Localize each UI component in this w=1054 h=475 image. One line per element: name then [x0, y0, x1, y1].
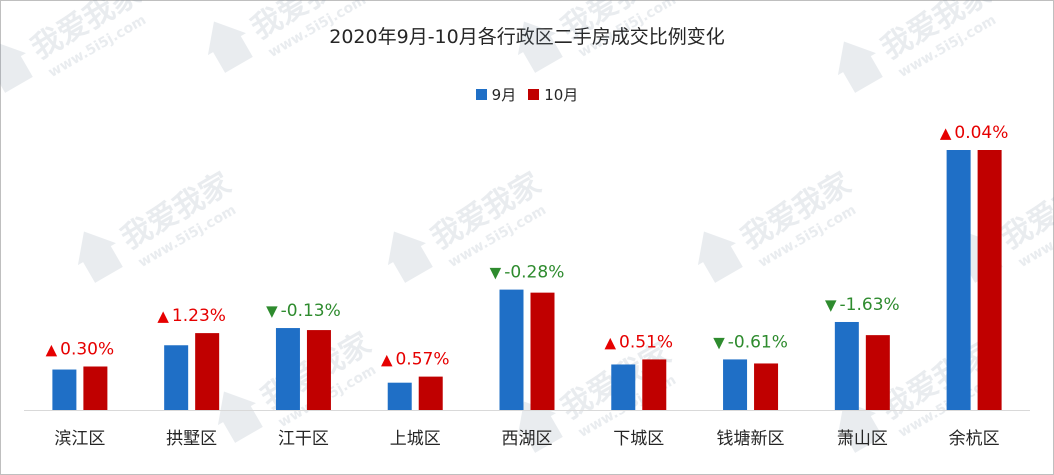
house-logo-icon — [837, 401, 883, 453]
chart-title: 2020年9月-10月各行政区二手房成交比例变化 — [0, 22, 1054, 49]
change-annotation: ▼ -0.28% — [490, 263, 565, 283]
change-value: 0.57% — [395, 350, 449, 370]
bar-oct-3 — [418, 376, 443, 410]
bar-sep-3 — [387, 382, 412, 410]
up-triangle-icon: ▲ — [940, 124, 952, 142]
plot-area: 滨江区▲ 0.30%拱墅区▲ 1.23%江干区▼ -0.13%上城区▲ 0.57%西湖区… — [24, 123, 1030, 449]
bar-sep-5 — [611, 364, 636, 410]
down-triangle-icon: ▼ — [266, 302, 278, 320]
chart-legend: 9月 10月 — [0, 84, 1054, 105]
up-triangle-icon: ▲ — [381, 351, 393, 369]
house-logo-icon — [0, 41, 33, 93]
legend-swatch-oct — [528, 89, 540, 100]
bar-oct-0 — [83, 366, 108, 410]
bar-sep-0 — [52, 369, 77, 410]
change-annotation: ▲ 0.57% — [381, 350, 450, 370]
bar-sep-4 — [499, 289, 524, 410]
bar-oct-4 — [530, 292, 555, 410]
house-logo-icon — [77, 231, 123, 283]
bar-sep-2 — [275, 328, 300, 410]
legend-item-sep: 9月 — [475, 84, 517, 105]
house-logo-icon — [517, 401, 563, 453]
legend-label-oct: 10月 — [544, 86, 579, 104]
house-logo-icon — [837, 41, 883, 93]
house-logo-icon — [517, 21, 563, 73]
x-tick-label: 钱塘新区 — [717, 429, 785, 449]
x-tick-label: 余杭区 — [949, 429, 1000, 449]
change-annotation: ▼ -1.63% — [825, 295, 900, 315]
x-tick-label: 下城区 — [613, 429, 664, 449]
legend-swatch-sep — [475, 89, 487, 100]
change-value: 1.23% — [172, 306, 226, 326]
up-triangle-icon: ▲ — [157, 307, 169, 325]
x-tick-label: 西湖区 — [502, 429, 553, 449]
change-annotation: ▲ 0.51% — [604, 332, 673, 352]
x-tick-label: 上城区 — [390, 429, 441, 449]
house-logo-icon — [207, 21, 253, 73]
change-value: -0.28% — [504, 263, 564, 283]
change-value: 0.04% — [954, 123, 1008, 143]
house-logo-icon — [217, 391, 263, 443]
bar-oct-7 — [865, 335, 890, 410]
change-annotation: ▲ 0.30% — [46, 339, 115, 359]
down-triangle-icon: ▼ — [825, 296, 837, 314]
bar-sep-7 — [834, 321, 859, 410]
change-annotation: ▲ 1.23% — [157, 306, 226, 326]
change-value: 0.30% — [60, 339, 114, 359]
change-value: -0.61% — [728, 332, 788, 352]
house-logo-icon — [697, 231, 743, 283]
x-tick-label: 江干区 — [278, 429, 329, 449]
legend-label-sep: 9月 — [491, 86, 517, 104]
bar-sep-8 — [946, 150, 971, 410]
up-triangle-icon: ▲ — [604, 333, 616, 351]
change-value: -0.13% — [281, 301, 341, 321]
house-logo-icon — [387, 231, 433, 283]
x-tick-label: 拱墅区 — [166, 429, 217, 449]
down-triangle-icon: ▼ — [490, 264, 502, 282]
change-annotation: ▼ -0.13% — [266, 301, 341, 321]
down-triangle-icon: ▼ — [713, 333, 725, 351]
bar-oct-2 — [306, 330, 331, 410]
legend-item-oct: 10月 — [528, 84, 578, 105]
bar-oct-6 — [754, 363, 779, 410]
bar-sep-6 — [723, 359, 748, 410]
bar-oct-8 — [977, 150, 1002, 410]
up-triangle-icon: ▲ — [46, 340, 58, 358]
x-tick-label: 萧山区 — [837, 429, 888, 449]
change-annotation: ▼ -0.61% — [713, 332, 788, 352]
change-annotation: ▲ 0.04% — [940, 123, 1009, 143]
bar-oct-5 — [642, 359, 667, 410]
bar-oct-1 — [195, 333, 220, 410]
change-value: -1.63% — [840, 295, 900, 315]
x-tick-label: 滨江区 — [54, 429, 105, 449]
bar-sep-1 — [164, 345, 189, 410]
change-value: 0.51% — [619, 332, 673, 352]
